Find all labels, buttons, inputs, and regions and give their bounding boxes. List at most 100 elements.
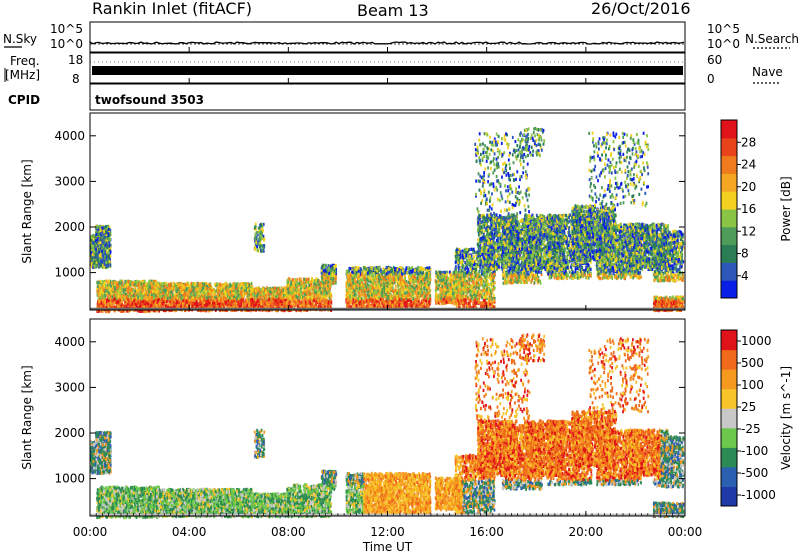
- heatmap-cell-1-3-1195: [184, 282, 187, 287]
- heatmap-cell-1-2-1066: [124, 279, 127, 283]
- heatmap-cell-1-3-146: [174, 309, 176, 313]
- heatmap-cell-1-2-1002: [130, 291, 133, 295]
- heatmap-cell-1-2-1142: [111, 299, 114, 303]
- heatmap-cell-1-4-956: [227, 299, 230, 303]
- heatmap-cell-1-3-1141: [175, 290, 178, 294]
- heatmap-cell-1-2-1036: [138, 288, 141, 292]
- heatmap-cell-1-2-1152: [102, 288, 105, 292]
- heatmap-cell-1-4-886: [235, 284, 238, 288]
- heatmap-cell-1-2-968: [132, 283, 135, 287]
- heatmap-cell-1-0-504: [90, 261, 93, 266]
- heatmap-cell-1-0-400: [104, 260, 107, 264]
- heatmap-cell-1-1-105: [95, 230, 97, 234]
- heatmap-cell-1-0-427: [95, 236, 97, 240]
- heatmap-cell-1-2-1159: [110, 292, 113, 296]
- heatmap-cell-1-2-259: [101, 294, 104, 298]
- heatmap-cell-1-4-775: [232, 284, 235, 288]
- heatmap-cell-1-2-895: [122, 295, 125, 299]
- heatmap-cell-1-2-839: [115, 283, 118, 287]
- heatmap-cell-1-5-696: [271, 288, 274, 292]
- heatmap-cell-1-2-395: [108, 310, 110, 314]
- heatmap-cell-1-3-694: [175, 301, 178, 305]
- heatmap-cell-1-4-904: [205, 286, 208, 291]
- heatmap-cell-1-2-1105: [130, 304, 133, 309]
- heatmap-cell-1-0-228: [109, 257, 111, 261]
- heatmap-cell-1-4-933: [218, 304, 221, 308]
- heatmap-cell-1-2-1130: [114, 282, 116, 286]
- heatmap-cell-1-2-730: [144, 282, 147, 286]
- heatmap-cell-1-3-1190: [155, 303, 158, 308]
- heatmap-cell-1-5-689: [269, 301, 272, 305]
- heatmap-cell-1-3-1158: [185, 287, 188, 291]
- heatmap-cell-1-3-1161: [182, 285, 185, 289]
- heatmap-cell-1-2-1012: [120, 304, 123, 308]
- heatmap-cell-1-0-275: [105, 252, 108, 256]
- heatmap-cell-1-4-917: [210, 292, 213, 296]
- heatmap-cell-1-2-848: [143, 296, 146, 300]
- heatmap-cell-1-4-891: [236, 289, 239, 293]
- heatmap-cell-1-2-951: [139, 304, 141, 308]
- heatmap-cell-1-2-1035: [150, 279, 153, 283]
- heatmap-cell-1-3-1100: [148, 285, 151, 289]
- heatmap-cell-1-2-1133: [127, 298, 129, 302]
- heatmap-cell-1-0-336: [98, 258, 100, 262]
- heatmap-cell-1-2-992: [112, 281, 115, 285]
- heatmap-cell-1-0-425: [109, 250, 112, 254]
- heatmap-cell-1-5-641: [250, 288, 252, 292]
- heatmap-cell-1-2-1157: [130, 298, 133, 302]
- heatmap-cell-1-0-358: [90, 251, 92, 255]
- heatmap-cell-1-3-992: [153, 284, 155, 288]
- heatmap-cell-1-3-1163: [154, 294, 157, 298]
- heatmap-cell-1-3-1109: [152, 297, 155, 301]
- heatmap-cell-1-2-960: [126, 299, 128, 303]
- heatmap-cell-1-3-313: [148, 283, 151, 288]
- heatmap-cell-1-0-516: [95, 264, 98, 268]
- heatmap-cell-1-5-694: [259, 295, 262, 299]
- heatmap-cell-1-0-501: [96, 238, 99, 242]
- heatmap-cell-1-3-1051: [163, 296, 165, 300]
- heatmap-cell-1-2-976: [124, 302, 127, 306]
- heatmap-cell-1-3-1152: [165, 304, 167, 308]
- heatmap-cell-1-5-667: [260, 302, 263, 306]
- heatmap-cell-1-4-935: [207, 292, 210, 296]
- heatmap-cell-1-4-905: [219, 282, 221, 286]
- heatmap-cell-1-2-672: [97, 297, 100, 301]
- heatmap-cell-1-0-498: [105, 263, 108, 268]
- heatmap-cell-1-2-281: [135, 293, 138, 297]
- heatmap-cell-1-2-729: [118, 305, 120, 309]
- heatmap-cell-1-2-1092: [115, 306, 118, 310]
- heatmap-cell-1-0-278: [98, 250, 100, 254]
- heatmap-cell-1-0-129: [108, 263, 110, 267]
- heatmap-cell-1-0-534: [93, 255, 96, 260]
- heatmap-cell-1-0-450: [104, 250, 106, 254]
- heatmap-cell-1-2-973: [117, 289, 120, 293]
- heatmap-cell-1-4-688: [244, 291, 246, 295]
- heatmap-cell-1-2-969: [154, 279, 157, 283]
- heatmap-cell-1-2-952: [115, 291, 118, 295]
- heatmap-cell-1-3-1132: [151, 296, 153, 300]
- heatmap-cell-1-2-887: [105, 306, 108, 310]
- heatmap-cell-1-3-1186: [190, 297, 193, 301]
- heatmap-cell-1-0-519: [99, 237, 102, 241]
- heatmap-cell-1-3-683: [177, 291, 180, 295]
- heatmap-cell-1-0-469: [102, 241, 105, 245]
- heatmap-cell-1-0-473: [106, 256, 108, 260]
- heatmap-cell-1-0-475: [99, 252, 102, 256]
- heatmap-cell-1-3-832: [168, 302, 170, 306]
- heatmap-cell-1-4-892: [224, 282, 226, 286]
- heatmap-cell-1-4-915: [212, 304, 214, 308]
- heatmap-cell-1-2-986: [140, 280, 142, 284]
- heatmap-cell-1-0-153: [96, 264, 99, 268]
- heatmap-cell-1-1-173: [105, 225, 107, 229]
- heatmap-cell-1-0-538: [92, 237, 95, 241]
- heatmap-cell-1-3-459: [168, 289, 170, 293]
- heatmap-cell-1-3-1197: [165, 293, 167, 297]
- heatmap-cell-1-4-635: [201, 286, 204, 290]
- heatmap-cell-1-3-1167: [180, 286, 183, 290]
- heatmap-cell-1-0-200: [96, 252, 99, 256]
- heatmap-cell-1-3-7: [146, 299, 148, 303]
- heatmap-cell-1-0-330: [90, 253, 92, 257]
- heatmap-cell-1-2-1156: [137, 295, 139, 300]
- heatmap-cell-1-2-1006: [124, 297, 126, 301]
- heatmap-cell-1-3-577: [179, 295, 182, 299]
